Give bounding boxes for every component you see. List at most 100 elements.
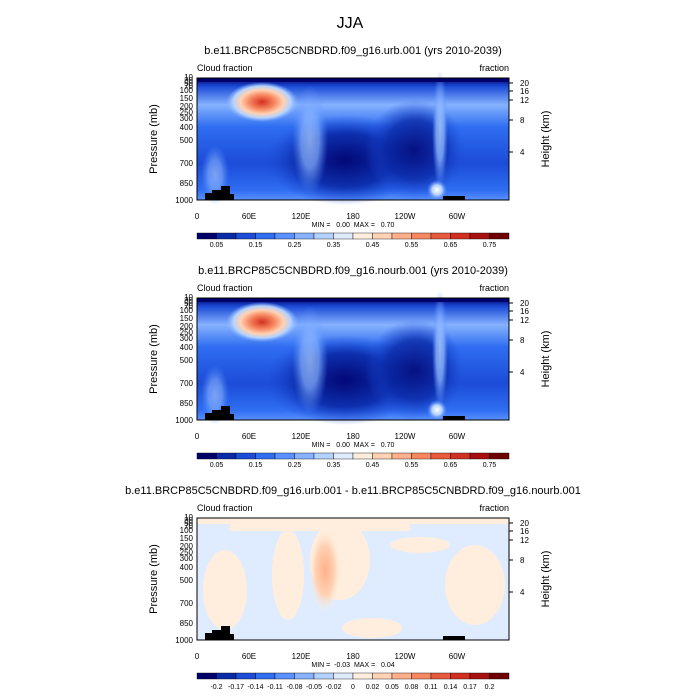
pressure-tick: 70 <box>184 82 193 91</box>
height-tick: 4 <box>520 588 525 597</box>
figure-title: JJA <box>337 15 364 32</box>
panel-title: b.e11.BRCP85C5CNBDRD.f09_g16.nourb.001 (… <box>198 265 508 277</box>
panel-diff: b.e11.BRCP85C5CNBDRD.f09_g16.urb.001 - b… <box>125 485 581 691</box>
colorbar-tick: 0.45 <box>366 242 380 249</box>
contour-field <box>197 518 509 640</box>
height-tick: 12 <box>520 316 529 325</box>
pressure-tick: 250 <box>180 328 194 337</box>
panel-nourb: b.e11.BRCP85C5CNBDRD.f09_g16.nourb.001 (… <box>148 265 552 469</box>
pressure-tick: 700 <box>180 379 194 388</box>
colorbar-tick: 0.05 <box>210 462 224 469</box>
pressure-tick: 70 <box>184 302 193 311</box>
pressure-tick: 300 <box>180 114 194 123</box>
colorbar-tick: 0.75 <box>483 462 497 469</box>
pressure-tick: 50 <box>184 79 193 88</box>
colorbar-tick: 0.65 <box>444 462 458 469</box>
colorbar-tick: 0.08 <box>405 684 419 691</box>
colorbar-swatch <box>333 232 354 240</box>
pressure-tick: 200 <box>180 542 194 551</box>
right-label: fraction <box>479 283 509 293</box>
colorbar-tick: 0.2 <box>485 684 495 691</box>
colorbar-swatch <box>333 672 354 680</box>
height-label: Height (km) <box>540 551 552 608</box>
pressure-tick: 70 <box>184 522 193 531</box>
height-ticks: 20 16 12 8 4 <box>509 79 529 157</box>
pressure-tick: 300 <box>180 334 194 343</box>
colorbar-tick: 0.15 <box>249 242 263 249</box>
x-ticks: 0 60E 120E 180 120W 60W <box>195 652 466 661</box>
colorbar-tick: -0.11 <box>267 684 283 691</box>
colorbar-tick: 0.05 <box>210 242 224 249</box>
colorbar-swatch <box>372 232 393 240</box>
colorbar-tick: -0.08 <box>287 684 303 691</box>
height-tick: 16 <box>520 87 529 96</box>
colorbar-tick: 0.35 <box>327 462 341 469</box>
height-label: Height (km) <box>540 331 552 388</box>
pressure-tick: 300 <box>180 554 194 563</box>
colorbar-swatch <box>352 232 373 240</box>
colorbar-swatch <box>313 232 334 240</box>
x-tick: 60W <box>449 652 466 661</box>
colorbar-swatch <box>489 232 510 240</box>
colorbar-tick: 0.14 <box>444 684 458 691</box>
colorbar-tick: 0.17 <box>463 684 477 691</box>
pressure-tick: 1000 <box>175 636 193 645</box>
pressure-tick: 10 <box>184 73 193 82</box>
colorbar-swatches <box>196 452 510 460</box>
pressure-label: Pressure (mb) <box>148 324 160 394</box>
colorbar-swatch <box>411 452 432 460</box>
colorbar-swatch <box>372 452 393 460</box>
colorbar-swatch <box>235 232 256 240</box>
height-tick: 20 <box>520 299 529 308</box>
panel-title: b.e11.BRCP85C5CNBDRD.f09_g16.urb.001 - b… <box>125 485 581 497</box>
x-tick: 120W <box>395 212 416 221</box>
colorbar-swatch <box>255 452 276 460</box>
pressure-tick: 500 <box>180 356 194 365</box>
colorbar-tick: 0.75 <box>483 242 497 249</box>
x-tick: 120E <box>292 212 311 221</box>
pressure-tick: 100 <box>180 306 194 315</box>
min-max-stats: MIN = 0.00 MAX = 0.70 <box>312 222 395 229</box>
contour-field <box>197 70 509 205</box>
colorbar-swatch <box>294 672 315 680</box>
pressure-tick: 10 <box>184 513 193 522</box>
colorbar-tick: 0.15 <box>249 462 263 469</box>
x-tick: 120E <box>292 652 311 661</box>
colorbar-swatch <box>235 672 256 680</box>
height-tick: 16 <box>520 307 529 316</box>
colorbar-swatch <box>294 232 315 240</box>
colorbar-tick: 0.25 <box>288 462 302 469</box>
pressure-tick: 30 <box>184 296 193 305</box>
x-tick: 120W <box>395 652 416 661</box>
colorbar-swatch <box>391 232 412 240</box>
contour-field <box>197 290 509 425</box>
colorbar-swatches <box>196 232 510 240</box>
colorbar-tick: 0.55 <box>405 242 419 249</box>
colorbar-tick: 0.35 <box>327 242 341 249</box>
right-label: fraction <box>479 503 509 513</box>
colorbar-swatch <box>216 672 237 680</box>
pressure-tick: 150 <box>180 534 194 543</box>
colorbar: -0.2 -0.17 -0.14 -0.11 -0.08 -0.05 -0.02… <box>196 672 510 691</box>
plot-frame <box>196 77 510 201</box>
height-tick: 8 <box>520 556 525 565</box>
min-max-stats: MIN = -0.03 MAX = 0.04 <box>311 662 394 669</box>
colorbar-swatch <box>274 232 295 240</box>
pressure-tick: 200 <box>180 102 194 111</box>
panel-urb: b.e11.BRCP85C5CNBDRD.f09_g16.urb.001 (yr… <box>148 45 552 249</box>
colorbar-swatch <box>333 452 354 460</box>
height-ticks: 20 16 12 8 4 <box>509 519 529 597</box>
height-tick: 4 <box>520 368 525 377</box>
x-tick: 0 <box>195 212 200 221</box>
colorbar-swatch <box>450 452 471 460</box>
topography <box>205 626 465 640</box>
colorbar-swatch <box>216 232 237 240</box>
topography <box>205 186 465 200</box>
height-tick: 16 <box>520 527 529 536</box>
height-tick: 4 <box>520 148 525 157</box>
pressure-tick: 200 <box>180 322 194 331</box>
left-label: Cloud fraction <box>197 503 253 513</box>
pressure-tick: 250 <box>180 108 194 117</box>
colorbar-tick: -0.02 <box>326 684 342 691</box>
